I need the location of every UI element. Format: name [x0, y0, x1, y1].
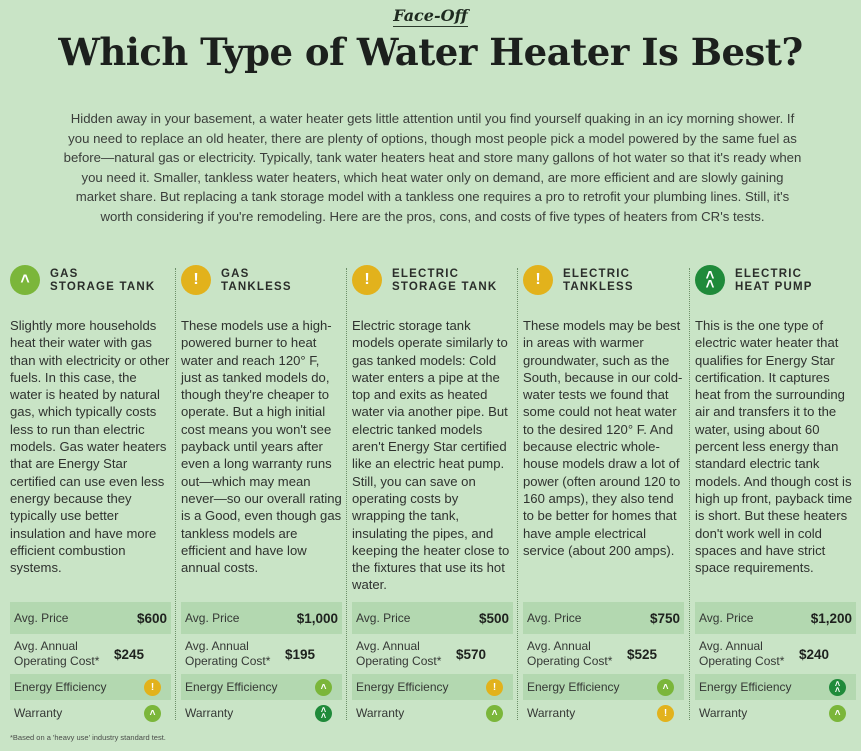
heater-type-label: ELECTRIC TANKLESS — [563, 268, 634, 293]
exclamation-icon: ! — [486, 678, 503, 696]
operating-cost-value: $195 — [285, 646, 316, 662]
page-title: Which Type of Water Heater Is Best? — [58, 30, 803, 74]
price-value: $1,000 — [296, 610, 338, 626]
price-label: Avg. Price — [527, 610, 582, 625]
operating-cost-row: Avg. Annual Operating Cost* $195 — [181, 634, 342, 674]
stats-table: Avg. Price $1,000 Avg. Annual Operating … — [181, 602, 342, 726]
operating-cost-row: Avg. Annual Operating Cost* $570 — [352, 634, 513, 674]
chevron-up-icon: ˄ — [315, 678, 332, 696]
price-label: Avg. Price — [699, 610, 754, 625]
column-header: ! GAS TANKLESS — [181, 262, 342, 304]
efficiency-label: Energy Efficiency — [185, 679, 278, 694]
price-row: Avg. Price $1,200 — [695, 602, 856, 634]
heater-column: ˄ ˄ ELECTRIC HEAT PUMP This is the one ty… — [695, 262, 856, 727]
warranty-row: Warranty ˄ — [695, 700, 856, 726]
heater-type-label: GAS TANKLESS — [221, 268, 292, 293]
efficiency-row: Energy Efficiency ˄ ˄ — [695, 674, 856, 700]
heater-type-label: GAS STORAGE TANK — [50, 268, 156, 293]
operating-cost-value: $245 — [114, 646, 145, 662]
column-divider — [689, 268, 690, 720]
column-header: ! ELECTRIC TANKLESS — [523, 262, 684, 304]
column-divider — [346, 268, 347, 720]
heater-description: Electric storage tank models operate sim… — [352, 318, 510, 593]
operating-cost-row: Avg. Annual Operating Cost* $240 — [695, 634, 856, 674]
intro-paragraph: Hidden away in your basement, a water he… — [63, 111, 802, 224]
price-label: Avg. Price — [14, 610, 69, 625]
exclamation-icon: ! — [657, 704, 674, 722]
warranty-row: Warranty ! — [523, 700, 684, 726]
heater-type-label: ELECTRIC STORAGE TANK — [392, 268, 498, 293]
price-row: Avg. Price $500 — [352, 602, 513, 634]
efficiency-label: Energy Efficiency — [14, 679, 107, 694]
price-label: Avg. Price — [356, 610, 411, 625]
price-row: Avg. Price $750 — [523, 602, 684, 634]
exclamation-icon: ! — [523, 265, 553, 295]
chevron-up-icon: ˄ — [829, 704, 846, 722]
warranty-label: Warranty — [14, 705, 63, 720]
double-chevron-up-icon: ˄ ˄ — [315, 704, 332, 722]
price-value: $600 — [136, 610, 167, 626]
price-value: $500 — [478, 610, 509, 626]
stats-table: Avg. Price $1,200 Avg. Annual Operating … — [695, 602, 856, 726]
warranty-label: Warranty — [699, 705, 748, 720]
chevron-up-icon: ˄ — [657, 678, 674, 696]
double-chevron-up-icon: ˄ ˄ — [695, 265, 725, 295]
stats-table: Avg. Price $600 Avg. Annual Operating Co… — [10, 602, 171, 726]
warranty-label: Warranty — [356, 705, 405, 720]
stats-table: Avg. Price $500 Avg. Annual Operating Co… — [352, 602, 513, 726]
heater-column: ! ELECTRIC STORAGE TANK Electric storage… — [352, 262, 513, 727]
price-row: Avg. Price $600 — [10, 602, 171, 634]
efficiency-label: Energy Efficiency — [356, 679, 449, 694]
chevron-up-icon: ˄ — [486, 704, 503, 722]
kicker-text: Face-Off — [393, 6, 468, 27]
efficiency-row: Energy Efficiency ˄ — [523, 674, 684, 700]
column-header: ˄ ˄ ELECTRIC HEAT PUMP — [695, 262, 856, 304]
exclamation-icon: ! — [181, 265, 211, 295]
heater-description: Slightly more households heat their wate… — [10, 318, 170, 576]
operating-cost-value: $240 — [799, 646, 830, 662]
warranty-row: Warranty ˄ — [10, 700, 171, 726]
price-label: Avg. Price — [185, 610, 240, 625]
operating-cost-label: Avg. Annual Operating Cost* — [527, 639, 613, 668]
footnote: *Based on a 'heavy use' industry standar… — [10, 733, 166, 742]
operating-cost-row: Avg. Annual Operating Cost* $525 — [523, 634, 684, 674]
operating-cost-label: Avg. Annual Operating Cost* — [356, 639, 442, 668]
warranty-label: Warranty — [185, 705, 234, 720]
efficiency-label: Energy Efficiency — [527, 679, 620, 694]
efficiency-row: Energy Efficiency ˄ — [181, 674, 342, 700]
heater-description: These models use a high-powered burner t… — [181, 318, 342, 576]
efficiency-label: Energy Efficiency — [699, 679, 792, 694]
price-value: $750 — [649, 610, 680, 626]
heater-column: ! GAS TANKLESS These models use a high-p… — [181, 262, 342, 727]
column-divider — [517, 268, 518, 720]
efficiency-row: Energy Efficiency ! — [352, 674, 513, 700]
operating-cost-label: Avg. Annual Operating Cost* — [185, 639, 271, 668]
column-divider — [175, 268, 176, 720]
heater-column: ˄ GAS STORAGE TANK Slightly more househo… — [10, 262, 171, 727]
chevron-up-icon: ˄ — [10, 265, 40, 295]
stats-table: Avg. Price $750 Avg. Annual Operating Co… — [523, 602, 684, 726]
operating-cost-value: $525 — [627, 646, 658, 662]
heater-description: This is the one type of electric water h… — [695, 318, 853, 576]
warranty-row: Warranty ˄ ˄ — [181, 700, 342, 726]
operating-cost-value: $570 — [456, 646, 487, 662]
exclamation-icon: ! — [144, 678, 161, 696]
warranty-row: Warranty ˄ — [352, 700, 513, 726]
kicker: Face-Off — [0, 6, 861, 27]
heater-type-label: ELECTRIC HEAT PUMP — [735, 268, 813, 293]
column-header: ˄ GAS STORAGE TANK — [10, 262, 171, 304]
operating-cost-label: Avg. Annual Operating Cost* — [699, 639, 785, 668]
double-chevron-up-icon: ˄ ˄ — [829, 678, 846, 696]
efficiency-row: Energy Efficiency ! — [10, 674, 171, 700]
column-header: ! ELECTRIC STORAGE TANK — [352, 262, 513, 304]
operating-cost-row: Avg. Annual Operating Cost* $245 — [10, 634, 171, 674]
heater-column: ! ELECTRIC TANKLESS These models may be … — [523, 262, 684, 727]
price-value: $1,200 — [810, 610, 852, 626]
exclamation-icon: ! — [352, 265, 382, 295]
chevron-up-icon: ˄ — [144, 704, 161, 722]
heater-description: These models may be best in areas with w… — [523, 318, 683, 558]
warranty-label: Warranty — [527, 705, 576, 720]
price-row: Avg. Price $1,000 — [181, 602, 342, 634]
operating-cost-label: Avg. Annual Operating Cost* — [14, 639, 100, 668]
